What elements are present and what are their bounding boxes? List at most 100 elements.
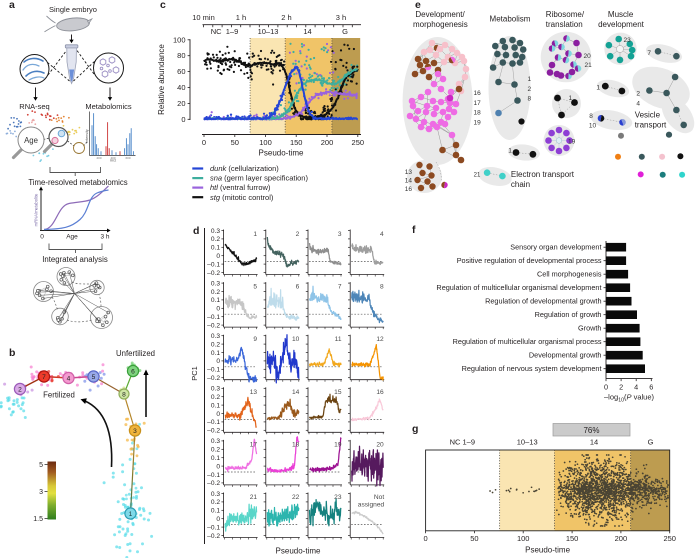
svg-text:–0.2: –0.2: [207, 375, 220, 382]
svg-text:18: 18: [292, 441, 300, 448]
svg-text:–0.1: –0.1: [207, 367, 220, 374]
svg-text:3: 3: [133, 428, 137, 435]
svg-text:2 h: 2 h: [281, 13, 291, 22]
svg-text:0.3: 0.3: [211, 333, 220, 340]
svg-text:1: 1: [596, 84, 600, 91]
svg-text:14: 14: [590, 438, 598, 447]
svg-text:0.2: 0.2: [211, 341, 220, 348]
svg-text:0.2: 0.2: [211, 447, 220, 454]
svg-text:Relative abundance: Relative abundance: [157, 44, 166, 115]
svg-text:Development/: Development/: [415, 10, 465, 19]
svg-text:4: 4: [67, 375, 71, 382]
svg-text:Muscle: Muscle: [608, 10, 634, 19]
svg-text:50: 50: [470, 534, 478, 543]
svg-text:0.1: 0.1: [211, 402, 220, 409]
svg-text:Regulation of multicellular or: Regulation of multicellular organismal p…: [453, 337, 602, 346]
svg-text:4: 4: [634, 383, 638, 392]
svg-text:20: 20: [376, 441, 384, 448]
svg-text:13: 13: [405, 169, 413, 176]
svg-text:c: c: [160, 0, 166, 11]
svg-text:d: d: [193, 225, 199, 237]
svg-text:assigned: assigned: [358, 502, 385, 509]
svg-text:250: 250: [663, 534, 676, 543]
svg-text:PC1: PC1: [190, 366, 199, 381]
svg-text:1: 1: [253, 231, 257, 238]
svg-text:Vesicle: Vesicle: [635, 111, 661, 120]
svg-text:5: 5: [39, 462, 43, 469]
svg-text:0.2: 0.2: [211, 289, 220, 296]
svg-text:0.3: 0.3: [211, 491, 220, 498]
svg-text:8: 8: [122, 391, 126, 398]
svg-text:–log10(P value): –log10(P value): [604, 393, 654, 404]
svg-text:–0.1: –0.1: [207, 419, 220, 426]
svg-text:21: 21: [474, 173, 481, 179]
svg-text:Pseudo-time: Pseudo-time: [276, 547, 321, 556]
svg-text:0.3: 0.3: [211, 438, 220, 445]
svg-text:0.1: 0.1: [211, 508, 220, 515]
svg-text:Pseudo-time: Pseudo-time: [525, 546, 570, 555]
svg-text:76%: 76%: [583, 426, 599, 435]
svg-text:19: 19: [334, 441, 342, 448]
svg-text:200: 200: [615, 534, 628, 543]
svg-text:NC 1–9: NC 1–9: [211, 27, 239, 36]
svg-text:2: 2: [528, 86, 532, 93]
svg-text:18: 18: [474, 110, 482, 117]
svg-text:G: G: [648, 438, 654, 447]
svg-text:1 h: 1 h: [236, 13, 246, 22]
svg-text:2: 2: [636, 91, 640, 98]
svg-text:100: 100: [259, 138, 272, 147]
svg-text:10 min: 10 min: [192, 13, 215, 22]
svg-text:60: 60: [177, 67, 185, 76]
svg-text:0.1: 0.1: [211, 455, 220, 462]
svg-text:10–13: 10–13: [517, 438, 538, 447]
svg-text:14: 14: [303, 27, 311, 36]
svg-text:200: 200: [96, 156, 101, 160]
svg-text:4: 4: [636, 100, 640, 107]
svg-text:0.3: 0.3: [211, 280, 220, 287]
svg-text:Growth: Growth: [578, 324, 602, 333]
svg-text:2: 2: [296, 231, 300, 238]
svg-text:stg (mitotic control): stg (mitotic control): [210, 193, 274, 202]
svg-text:Regulation of nervous system d: Regulation of nervous system development: [462, 364, 602, 373]
svg-text:19: 19: [568, 139, 576, 146]
svg-text:17: 17: [250, 441, 258, 448]
svg-text:0: 0: [604, 383, 608, 392]
svg-text:8: 8: [589, 113, 593, 120]
svg-text:16: 16: [405, 186, 413, 193]
svg-text:150: 150: [566, 534, 579, 543]
svg-text:0: 0: [181, 115, 185, 124]
svg-text:17: 17: [474, 100, 482, 107]
svg-text:0.2: 0.2: [211, 394, 220, 401]
svg-text:a: a: [9, 0, 15, 11]
svg-text:0: 0: [202, 138, 206, 147]
svg-text:Integrated analysis: Integrated analysis: [42, 255, 108, 264]
svg-text:23: 23: [334, 494, 342, 501]
svg-text:Positive regulation of develop: Positive regulation of developmental pro…: [457, 256, 602, 265]
svg-text:NC 1–9: NC 1–9: [450, 438, 475, 447]
svg-text:6: 6: [296, 284, 300, 291]
svg-text:1: 1: [569, 95, 573, 102]
svg-text:1.5: 1.5: [33, 516, 43, 523]
svg-text:Fertilized: Fertilized: [43, 391, 75, 400]
svg-text:0: 0: [216, 516, 220, 523]
svg-text:–0.2: –0.2: [207, 480, 220, 487]
svg-text:b: b: [9, 347, 15, 359]
svg-text:f: f: [412, 224, 416, 236]
svg-text:–0.2: –0.2: [207, 428, 220, 435]
svg-text:9: 9: [253, 336, 257, 343]
svg-text:Not: Not: [374, 494, 384, 501]
svg-text:1: 1: [129, 511, 133, 518]
svg-text:translation: translation: [546, 20, 583, 29]
svg-text:15: 15: [334, 389, 342, 396]
svg-text:250: 250: [352, 138, 365, 147]
svg-text:10: 10: [292, 336, 300, 343]
svg-text:40: 40: [177, 83, 185, 92]
svg-text:2: 2: [18, 386, 22, 393]
svg-text:dunk (cellularization): dunk (cellularization): [210, 164, 279, 173]
svg-text:transport: transport: [635, 121, 667, 130]
svg-text:600: 600: [125, 156, 130, 160]
svg-text:chain: chain: [511, 180, 530, 189]
svg-text:Ribosome/: Ribosome/: [546, 10, 585, 19]
svg-text:0: 0: [216, 463, 220, 470]
svg-text:g: g: [412, 423, 418, 435]
